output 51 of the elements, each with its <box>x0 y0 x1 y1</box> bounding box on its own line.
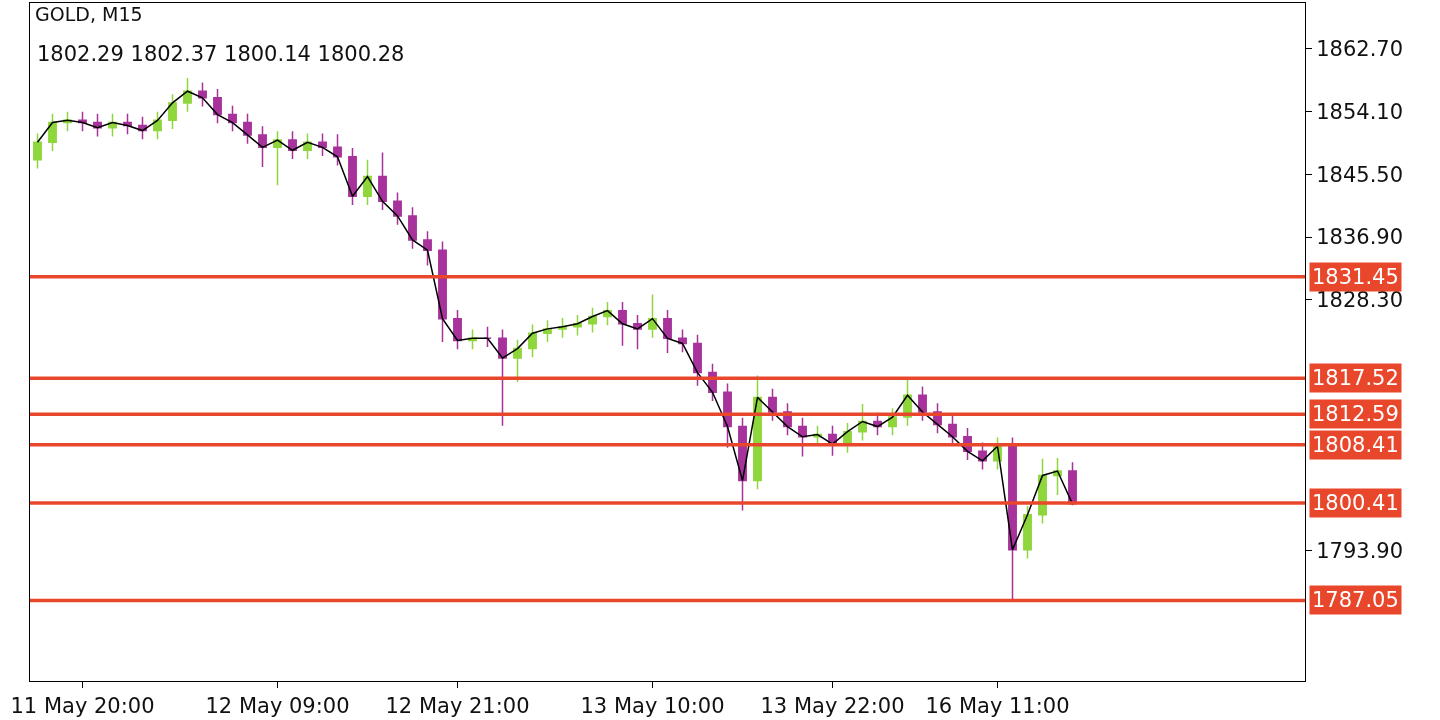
candlestick <box>618 301 627 347</box>
x-tick-label: 11 May 20:00 <box>10 694 155 719</box>
candlestick <box>213 88 222 125</box>
candlestick <box>438 240 447 343</box>
ref-line-label: 1831.45 <box>1312 265 1399 289</box>
candlestick <box>168 93 177 130</box>
candlestick <box>408 206 417 250</box>
candlestick <box>258 125 267 168</box>
candlestick <box>453 309 462 351</box>
candlestick <box>378 151 387 211</box>
x-tick-label: 12 May 09:00 <box>205 694 350 719</box>
ref-line-label: 1800.41 <box>1312 491 1399 515</box>
annotation: 1802.29 1802.37 1800.14 1800.28 <box>37 42 405 66</box>
candlestick <box>498 328 507 427</box>
candlestick <box>513 339 522 383</box>
ref-line-label: 1808.41 <box>1312 433 1399 457</box>
candlestick <box>393 191 402 226</box>
x-tick-label: 16 May 11:00 <box>925 694 1070 719</box>
candlestick <box>348 147 357 206</box>
candlestick <box>183 77 192 113</box>
y-tick-label: 1793.90 <box>1316 538 1404 563</box>
candlestick <box>48 113 57 152</box>
candlestick <box>198 81 207 108</box>
y-tick-label: 1845.50 <box>1316 162 1404 187</box>
x-tick-label: 13 May 10:00 <box>580 694 725 719</box>
candlestick <box>693 333 702 387</box>
candlestick <box>588 306 597 334</box>
candlestick <box>1023 505 1032 560</box>
line-series <box>36 90 1074 551</box>
x-tick-label: 13 May 22:00 <box>760 694 905 719</box>
candlestick <box>768 387 777 422</box>
ref-line-label: 1817.52 <box>1312 366 1399 390</box>
y-tick-label: 1828.30 <box>1316 288 1404 313</box>
ref-line-label: 1812.59 <box>1312 402 1399 426</box>
candlestick <box>918 385 927 422</box>
candlestick <box>798 417 807 458</box>
ref-line-label: 1787.05 <box>1312 588 1399 612</box>
candlestick <box>288 130 297 160</box>
x-tick-label: 12 May 21:00 <box>385 694 530 719</box>
candlestick <box>1008 436 1017 601</box>
candlestick <box>33 132 42 170</box>
y-tick-label: 1836.90 <box>1316 225 1404 250</box>
candlestick <box>243 113 252 145</box>
candlestick <box>528 323 537 359</box>
y-tick-label: 1854.10 <box>1316 99 1404 124</box>
chart-title: GOLD, M15 <box>35 2 143 25</box>
candlestick <box>273 130 282 187</box>
candlestick <box>663 309 672 354</box>
candlestick <box>423 230 432 267</box>
candlestick <box>333 133 342 167</box>
y-tick-label: 1862.70 <box>1316 37 1404 62</box>
